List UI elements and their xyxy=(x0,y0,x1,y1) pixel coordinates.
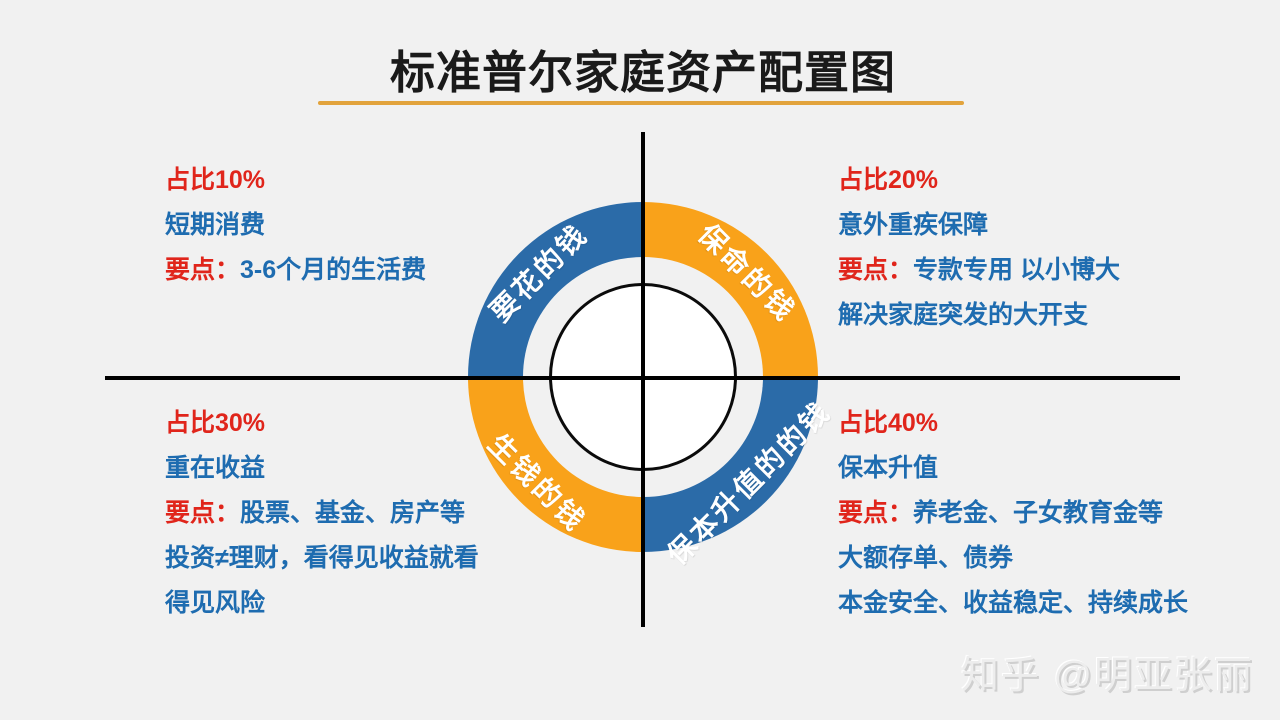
points-text: 股票、基金、房产等 xyxy=(240,499,466,527)
category-label: 短期消费 xyxy=(165,211,266,239)
page-title: 标准普尔家庭资产配置图 xyxy=(389,47,896,98)
quadrant-info-bottom-right: 占比40% 保本升值 要点：养老金、子女教育金等 大额存单、债券 本金安全、收益… xyxy=(838,401,1188,626)
note-line: 大额存单、债券 xyxy=(838,544,1014,572)
category-label: 重在收益 xyxy=(165,454,266,482)
zhihu-watermark: 知乎 @明亚张丽 xyxy=(960,655,1254,697)
points-text: 养老金、子女教育金等 xyxy=(913,499,1164,527)
category-label: 保本升值 xyxy=(838,454,939,482)
points-prefix: 要点： xyxy=(165,256,241,284)
points-prefix: 要点： xyxy=(165,499,241,527)
share-label: 占比20% xyxy=(838,166,939,194)
quadrant-info-top-right: 占比20% 意外重疾保障 要点：专款专用 以小博大 解决家庭突发的大开支 xyxy=(838,158,1120,338)
share-label: 占比40% xyxy=(838,409,939,437)
points-line: 要点：股票、基金、房产等 xyxy=(165,491,479,536)
note-line: 本金安全、收益稳定、持续成长 xyxy=(838,589,1189,617)
note-line: 投资≠理财，看得见收益就看 xyxy=(165,544,479,572)
points-text: 专款专用 以小博大 xyxy=(913,256,1120,284)
quadrant-info-bottom-left: 占比30% 重在收益 要点：股票、基金、房产等 投资≠理财，看得见收益就看 得见… xyxy=(165,401,479,626)
share-label: 占比10% xyxy=(165,166,266,194)
points-line: 要点：养老金、子女教育金等 xyxy=(838,491,1188,536)
vertical-axis-line xyxy=(641,132,645,627)
note-line: 得见风险 xyxy=(165,589,266,617)
points-line: 要点：3-6个月的生活费 xyxy=(165,248,426,293)
share-label: 占比30% xyxy=(165,409,266,437)
points-prefix: 要点： xyxy=(838,499,914,527)
note-line: 解决家庭突发的大开支 xyxy=(838,301,1089,329)
points-text: 3-6个月的生活费 xyxy=(240,256,427,284)
title-underline xyxy=(318,101,964,105)
quadrant-info-top-left: 占比10% 短期消费 要点：3-6个月的生活费 xyxy=(165,158,426,293)
points-line: 要点：专款专用 以小博大 xyxy=(838,248,1120,293)
category-label: 意外重疾保障 xyxy=(838,211,989,239)
points-prefix: 要点： xyxy=(838,256,914,284)
